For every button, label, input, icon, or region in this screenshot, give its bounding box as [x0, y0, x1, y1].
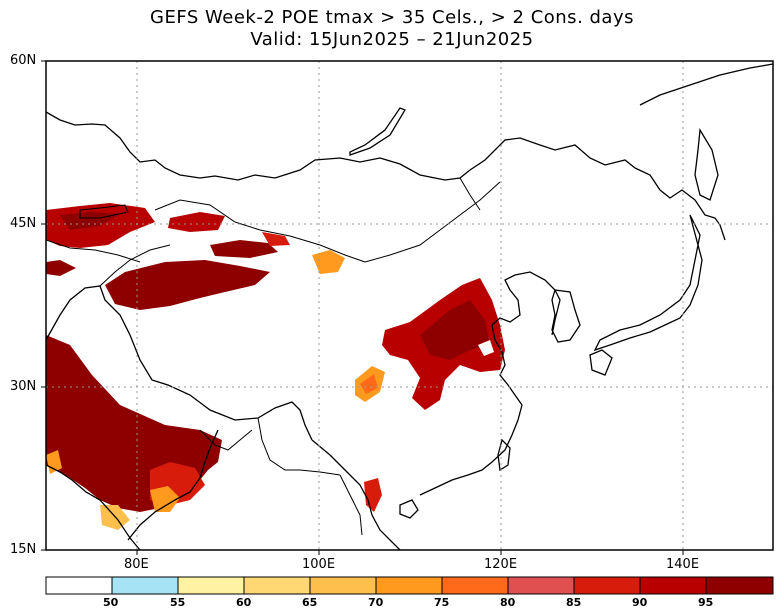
colorbar-swatch: [573, 576, 641, 595]
lat-label-60n: 60N: [10, 53, 37, 68]
lon-label-120e: 120E: [484, 557, 518, 572]
graticule: [46, 61, 773, 550]
colorbar-swatch: [45, 576, 113, 595]
map-title: GEFS Week-2 POE tmax > 35 Cels., > 2 Con…: [150, 7, 634, 28]
colorbar-swatch: [111, 576, 179, 595]
shade-tarim: [105, 260, 270, 310]
colorbar-swatch: [309, 576, 377, 595]
colorbar-swatch: [705, 576, 774, 595]
lon-label-140e: 140E: [666, 557, 700, 572]
poe-shading: [46, 203, 505, 530]
lon-label-100e: 100E: [302, 557, 336, 572]
colorbar-label: 90: [632, 596, 648, 609]
colorbar-swatch: [243, 576, 311, 595]
colorbar: [45, 576, 774, 595]
axis-ticks: [41, 60, 684, 555]
colorbar-label: 50: [103, 596, 119, 609]
lon-label-80e: 80E: [124, 557, 149, 572]
colorbar-label: 55: [170, 596, 186, 609]
map-frame: [45, 60, 774, 551]
colorbar-label: 85: [566, 596, 582, 609]
colorbar-label: 95: [698, 596, 714, 609]
shade-indochina: [364, 478, 382, 512]
colorbar-swatch: [375, 576, 443, 595]
colorbar-label: 65: [302, 596, 318, 609]
lat-label-15n: 15N: [10, 542, 37, 557]
shade-dzungaria: [168, 212, 225, 232]
colorbar-swatch: [441, 576, 509, 595]
map-subtitle: Valid: 15Jun2025 – 21Jun2025: [250, 29, 534, 50]
colorbar-label: 70: [368, 596, 384, 609]
shade-inner-mongolia: [312, 250, 345, 274]
lat-label-30n: 30N: [10, 379, 37, 394]
colorbar-label: 60: [236, 596, 252, 609]
colorbar-label: 80: [500, 596, 516, 609]
coastlines: [46, 63, 773, 550]
shade-gobi: [210, 240, 278, 258]
colorbar-swatch: [639, 576, 707, 595]
lat-label-45n: 45N: [10, 216, 37, 231]
colorbar-label: 75: [434, 596, 450, 609]
colorbar-swatch: [177, 576, 245, 595]
colorbar-swatch: [507, 576, 575, 595]
